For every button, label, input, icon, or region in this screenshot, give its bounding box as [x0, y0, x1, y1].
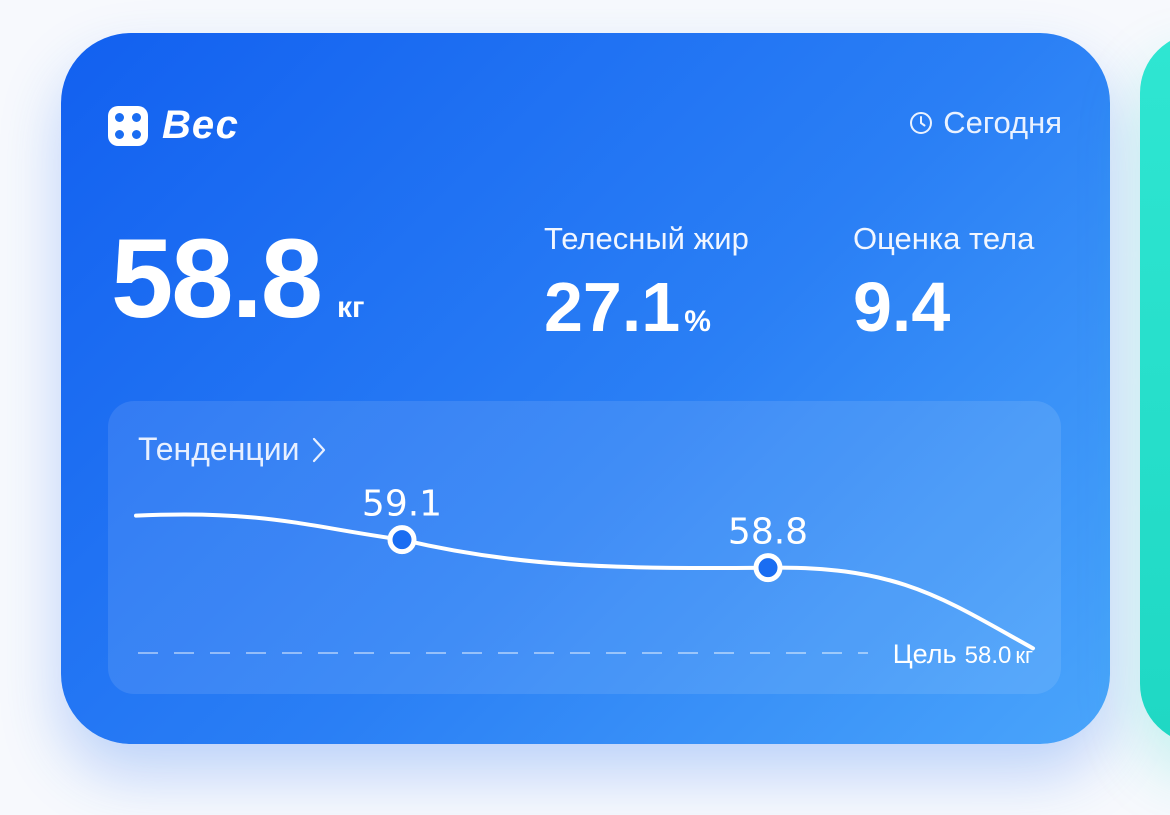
weight-value: 58.8	[111, 216, 323, 341]
trend-line	[134, 512, 1035, 651]
trend-point[interactable]	[387, 525, 417, 555]
body-fat-metric: Телесный жир 27.1 %	[544, 223, 749, 342]
goal-value: 58.0	[964, 642, 1012, 669]
weight-readout: 58.8 кг	[111, 223, 365, 335]
goal-unit: кг	[1015, 643, 1033, 668]
body-fat-value: 27.1	[544, 268, 681, 346]
weight-unit: кг	[336, 291, 365, 324]
trend-chart: 59.1 58.8	[134, 484, 1035, 654]
body-fat-label: Телесный жир	[544, 221, 749, 256]
goal-label: Цель 58.0 кг	[893, 639, 1033, 670]
weight-card[interactable]: Вес Сегодня 58.8 кг Телесный жир 27.1 % …	[61, 33, 1110, 744]
goal-text: Цель	[892, 639, 957, 669]
trend-point-label: 58.8	[728, 512, 808, 553]
trend-link[interactable]: Тенденции	[138, 431, 327, 468]
body-fat-unit: %	[684, 305, 711, 338]
trend-point-label: 59.1	[362, 484, 442, 525]
trend-point[interactable]	[753, 553, 783, 583]
app-grid-icon	[108, 105, 148, 146]
card-title: Вес	[162, 103, 239, 147]
date-label: Сегодня	[943, 105, 1062, 140]
body-score-value: 9.4	[853, 268, 951, 346]
next-card[interactable]	[1140, 33, 1170, 744]
date-filter[interactable]: Сегодня	[909, 105, 1062, 141]
clock-icon	[910, 112, 933, 134]
trend-title: Тенденции	[138, 431, 300, 467]
body-score-label: Оценка тела	[853, 221, 1035, 256]
card-header: Вес	[108, 103, 239, 148]
body-score-metric: Оценка тела 9.4	[853, 223, 1034, 342]
trend-panel[interactable]: 59.1 58.8 Тенденции Цель 58.0 кг	[108, 401, 1061, 694]
chevron-right-icon	[313, 437, 326, 462]
